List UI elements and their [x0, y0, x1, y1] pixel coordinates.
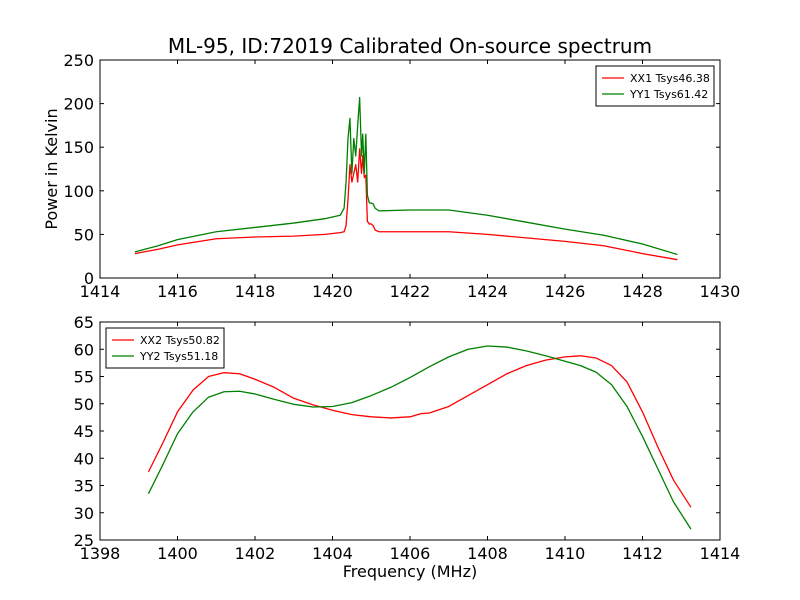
- y-tick-label: 45: [74, 422, 94, 441]
- y-tick-label: 60: [74, 340, 94, 359]
- x-tick-label: 1420: [312, 282, 353, 301]
- x-tick-label: 1426: [545, 282, 586, 301]
- x-tick-label: 1428: [622, 282, 663, 301]
- y-tick-label: 30: [74, 504, 94, 523]
- x-tick-label: 1402: [235, 544, 276, 563]
- legend-label: YY2 Tsys51.18: [139, 350, 218, 363]
- x-tick-label: 1398: [80, 544, 121, 563]
- x-tick-label: 1400: [157, 544, 198, 563]
- x-tick-label: 1418: [235, 282, 276, 301]
- y-tick-label: 0: [84, 269, 94, 288]
- legend-label: XX1 Tsys46.38: [630, 72, 710, 85]
- x-tick-label: 1410: [545, 544, 586, 563]
- y-tick-label: 35: [74, 477, 94, 496]
- x-tick-label: 1416: [157, 282, 198, 301]
- plot-1: 1414 1416 1418 1420 1422 1424 1426 1428 1430 0 50 1…: [42, 51, 740, 301]
- x-tick-label: 1414: [700, 544, 741, 563]
- y-tick-label: 250: [63, 51, 94, 70]
- legend: XX2 Tsys50.82 YY2 Tsys51.18: [105, 327, 225, 369]
- x-axis-label: Frequency (MHz): [343, 562, 477, 581]
- y-tick-label: 150: [63, 138, 94, 157]
- series-line-red: [134, 148, 678, 261]
- x-tick-label: 1424: [467, 282, 508, 301]
- x-tick-label: 1404: [312, 544, 353, 563]
- x-tick-label: 1408: [467, 544, 508, 563]
- legend-box: [595, 65, 715, 107]
- x-tick-label: 1406: [390, 544, 431, 563]
- series-line-green: [134, 96, 678, 256]
- series-line-red: [147, 355, 692, 508]
- y-tick-label: 100: [63, 182, 94, 201]
- x-tick-label: 1422: [390, 282, 431, 301]
- y-tick-label: 50: [74, 225, 94, 244]
- x-tick-label: 1414: [80, 282, 121, 301]
- legend: XX1 Tsys46.38 YY1 Tsys61.42: [595, 65, 715, 107]
- legend-label: YY1 Tsys61.42: [629, 88, 708, 101]
- legend-box: [105, 327, 225, 369]
- chart-title: ML-95, ID:72019 Calibrated On-source spe…: [168, 34, 652, 58]
- y-tick-label: 200: [63, 95, 94, 114]
- x-tick-label: 1412: [622, 544, 663, 563]
- series-line-green: [147, 345, 692, 530]
- y-tick-label: 40: [74, 449, 94, 468]
- legend-label: XX2 Tsys50.82: [140, 334, 220, 347]
- y-axis-label: Power in Kelvin: [42, 108, 61, 229]
- plot-2: 1398 1400 1402 1404 1406 1408 1410 1412 1414 25 30…: [74, 313, 741, 581]
- plots-group: 1414 1416 1418 1420 1422 1424 1426 1428 14300501…: [42, 51, 740, 581]
- y-tick-label: 65: [74, 313, 94, 332]
- y-tick-label: 55: [74, 368, 94, 387]
- y-tick-label: 25: [74, 531, 94, 550]
- x-tick-label: 1430: [700, 282, 741, 301]
- y-tick-label: 50: [74, 395, 94, 414]
